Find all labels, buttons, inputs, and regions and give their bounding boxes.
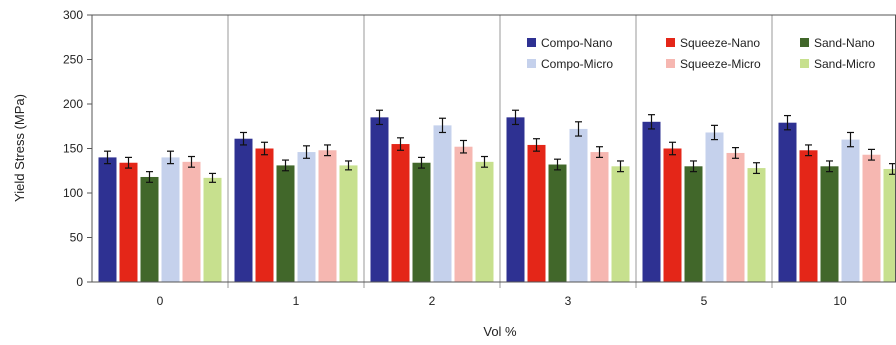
bar — [527, 144, 546, 282]
legend-label: Sand-Nano — [814, 36, 875, 50]
bar — [778, 122, 797, 282]
bar — [297, 152, 316, 282]
bar — [862, 154, 881, 282]
y-tick-label: 50 — [70, 231, 84, 245]
y-tick-label: 200 — [63, 97, 83, 111]
bar — [454, 146, 473, 282]
bar — [370, 117, 389, 282]
bar — [412, 162, 431, 282]
bar — [820, 166, 839, 282]
bars — [98, 117, 896, 282]
bar — [98, 157, 117, 282]
x-tick-label: 2 — [429, 294, 436, 308]
legend-swatch — [527, 59, 536, 68]
bar — [119, 162, 138, 282]
x-tick-label: 3 — [565, 294, 572, 308]
bar — [506, 117, 525, 282]
legend-label: Squeeze-Nano — [680, 36, 760, 50]
x-tick-label: 0 — [157, 294, 164, 308]
y-axis-title: Yield Stress (MPa) — [12, 94, 27, 202]
y-tick-label: 150 — [63, 142, 83, 156]
x-tick-label: 10 — [833, 294, 847, 308]
x-tick-label: 5 — [701, 294, 708, 308]
legend-label: Compo-Micro — [541, 57, 613, 71]
bar — [663, 148, 682, 282]
error-bars — [104, 109, 896, 183]
bar — [475, 161, 494, 282]
bar — [799, 150, 818, 282]
bar — [140, 176, 159, 282]
bar — [747, 168, 766, 282]
y-tick-label: 250 — [63, 53, 83, 67]
bar — [255, 148, 274, 282]
y-tick-labels: 0 50 100 150 200 250 300 — [63, 8, 92, 289]
bar — [182, 161, 201, 282]
bar — [548, 164, 567, 282]
bar — [391, 144, 410, 282]
x-tick-labels: 0 1 2 3 5 10 — [157, 294, 847, 308]
bar — [318, 150, 337, 282]
y-tick-label: 300 — [63, 8, 83, 22]
legend-swatch — [800, 59, 809, 68]
x-axis-title: Vol % — [483, 324, 517, 339]
y-tick-label: 0 — [76, 275, 83, 289]
bar — [161, 157, 180, 282]
legend: Compo-Nano Squeeze-Nano Sand-Nano Compo-Mic… — [527, 36, 876, 71]
bar — [569, 128, 588, 282]
bar — [433, 125, 452, 282]
bar — [339, 165, 358, 282]
bar — [684, 166, 703, 282]
x-tick-label: 1 — [293, 294, 300, 308]
bar — [234, 138, 253, 282]
bar — [726, 152, 745, 282]
legend-label: Squeeze-Micro — [680, 57, 761, 71]
bar — [590, 152, 609, 282]
bar — [705, 132, 724, 282]
bar — [883, 168, 896, 282]
group-separators — [227, 15, 773, 288]
legend-swatch — [800, 38, 809, 47]
bar — [642, 121, 661, 282]
bar — [203, 177, 222, 282]
bar — [276, 165, 295, 282]
legend-swatch — [666, 59, 675, 68]
bar — [841, 139, 860, 282]
legend-label: Compo-Nano — [541, 36, 613, 50]
legend-swatch — [527, 38, 536, 47]
legend-label: Sand-Micro — [814, 57, 876, 71]
bar — [611, 166, 630, 282]
y-tick-label: 100 — [63, 186, 83, 200]
legend-swatch — [666, 38, 675, 47]
